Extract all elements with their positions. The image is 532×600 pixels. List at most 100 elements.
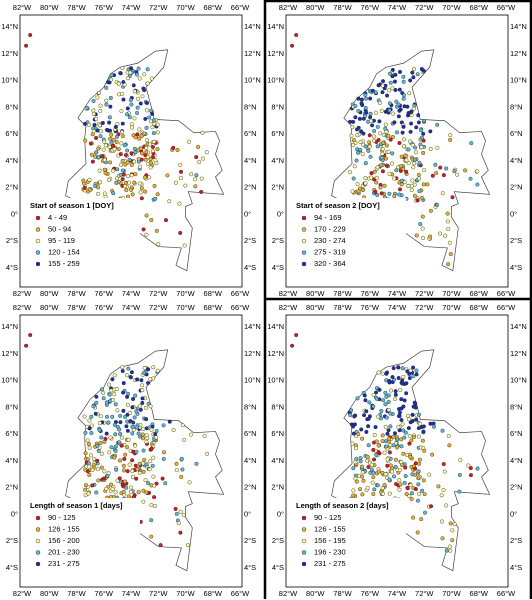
station-dot (152, 483, 157, 488)
station-dot (380, 491, 385, 496)
station-dot (440, 428, 445, 433)
station-dot (113, 448, 118, 453)
station-dot (98, 129, 103, 134)
station-dot (392, 194, 397, 199)
station-dot (129, 370, 134, 375)
station-dot (399, 397, 404, 402)
station-dot (120, 121, 125, 126)
station-dot (88, 187, 93, 192)
station-dot (397, 192, 402, 197)
lon-label-bottom: 80°W (40, 589, 59, 598)
station-dot (135, 96, 140, 101)
station-dot (187, 480, 192, 485)
station-dot (122, 479, 127, 484)
station-dot (156, 242, 161, 247)
station-dot (380, 151, 385, 156)
lon-label-top: 80°W (40, 303, 59, 312)
lon-label-top: 70°W (442, 303, 461, 312)
station-dot (386, 407, 391, 412)
lat-label-left: 6°N (5, 429, 18, 438)
station-dot (371, 470, 376, 475)
station-dot (448, 252, 453, 257)
station-dot (97, 123, 102, 128)
lat-label-right: 2°N (244, 483, 257, 492)
station-dot (446, 434, 451, 439)
station-dot (414, 233, 419, 238)
lat-label-right: 10°N (244, 376, 261, 385)
lat-label-left: 4°S (6, 563, 18, 572)
station-dot (125, 76, 130, 81)
station-dot (445, 211, 450, 216)
station-dot (408, 110, 413, 115)
lat-label-left: 12°N (1, 49, 18, 58)
station-dot (416, 434, 421, 439)
station-dot (394, 168, 399, 173)
station-dot (108, 128, 113, 133)
lat-label-right: 4°N (244, 156, 257, 165)
station-dot (118, 420, 123, 425)
station-dot (149, 427, 154, 432)
station-dot (101, 396, 106, 401)
station-dot (181, 513, 186, 518)
station-dot (378, 131, 383, 136)
map-panel: 82°W 82°W 80°W 80°W 78°W 78°W 76°W 76°W 74°W 74°W… (267, 303, 527, 598)
station-dot (28, 333, 33, 338)
station-dot (120, 159, 125, 164)
station-dot (96, 155, 101, 160)
station-dot (356, 189, 361, 194)
station-dot (427, 472, 432, 477)
station-dot (167, 199, 172, 204)
lat-label-right: 4°S (510, 563, 522, 572)
legend: Start of season 2 [DOY] 94 - 169 170 - 229… (294, 198, 406, 274)
station-dot (165, 173, 170, 178)
station-dot (86, 491, 91, 496)
lon-label-top: 72°W (415, 3, 434, 12)
station-dot (369, 175, 374, 180)
station-dot (141, 448, 146, 453)
lat-label-left: 12°N (267, 349, 284, 358)
station-dot (348, 413, 353, 418)
station-dot (178, 169, 183, 174)
station-dot (425, 182, 430, 187)
station-dot (86, 122, 91, 127)
lon-label-top: 66°W (497, 3, 516, 12)
station-dot (387, 191, 392, 196)
station-dot (82, 181, 87, 186)
lon-label-bottom: 74°W (122, 289, 141, 298)
station-dot (391, 434, 396, 439)
legend-label: 196 - 230 (314, 547, 346, 556)
station-dot (90, 467, 95, 472)
station-dot (113, 444, 118, 449)
lon-label-bottom: 68°W (470, 289, 489, 298)
lon-label-top: 72°W (149, 3, 168, 12)
station-dot (197, 159, 202, 164)
station-dot (130, 125, 135, 130)
station-dot (122, 456, 127, 461)
station-dot (444, 166, 449, 171)
station-dot (134, 409, 139, 414)
station-dot (93, 183, 98, 188)
station-dot (360, 470, 365, 475)
station-dot (384, 143, 389, 148)
station-dot (138, 190, 143, 195)
station-dot (120, 92, 125, 97)
station-dot (149, 534, 154, 539)
station-dot (103, 170, 108, 175)
station-dot (111, 137, 116, 142)
legend-label: 170 - 229 (314, 224, 346, 233)
station-dot (416, 120, 421, 125)
station-dot (355, 147, 360, 152)
station-dot (139, 157, 144, 162)
station-dot (422, 448, 427, 453)
station-dot (450, 195, 455, 200)
station-dot (405, 485, 410, 490)
station-dot (421, 429, 426, 434)
station-dot (407, 433, 412, 438)
station-dot (379, 108, 384, 113)
station-dot (386, 399, 391, 404)
station-dot (386, 428, 391, 433)
lon-label-top: 80°W (40, 3, 59, 12)
station-dot (430, 452, 435, 457)
station-dot (104, 85, 109, 90)
station-dot (94, 116, 99, 121)
